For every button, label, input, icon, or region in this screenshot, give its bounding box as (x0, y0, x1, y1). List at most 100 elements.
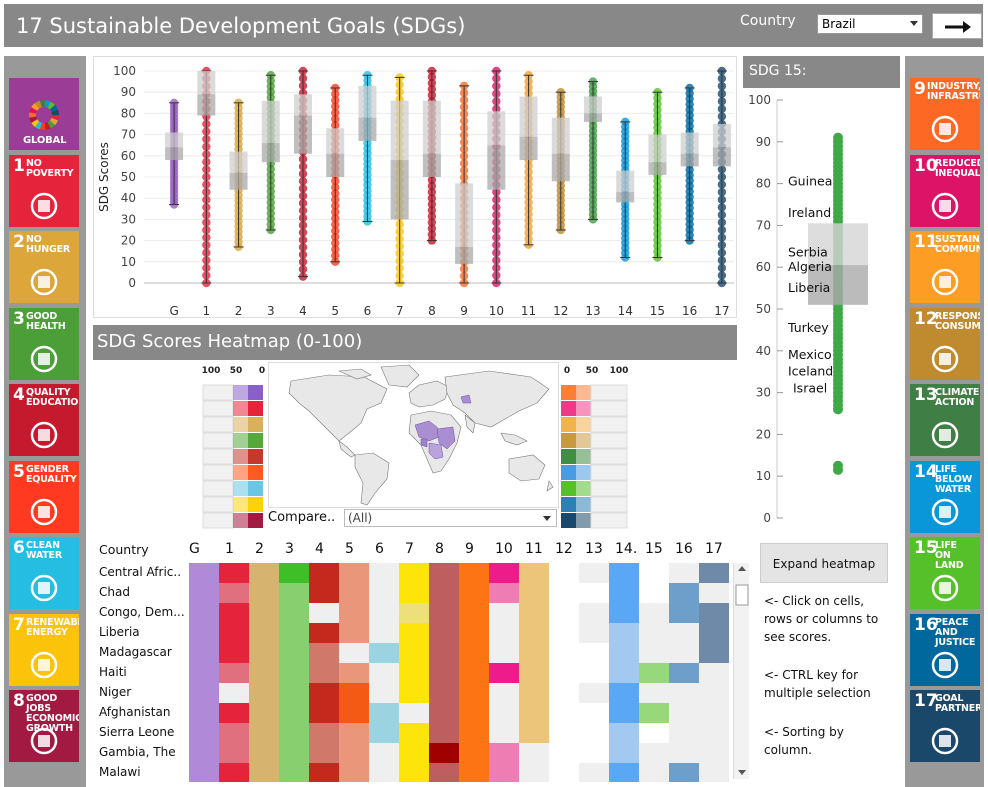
heatmap-cell[interactable] (489, 743, 519, 763)
heatmap-cell[interactable] (279, 723, 309, 743)
heatmap-cell[interactable] (489, 703, 519, 723)
heatmap-cell[interactable] (459, 643, 489, 663)
heatmap-cell[interactable] (609, 623, 639, 643)
heatmap-cell[interactable] (639, 703, 669, 723)
heatmap-cell[interactable] (489, 723, 519, 743)
table-scrollbar[interactable] (733, 563, 749, 779)
boxplot-chart[interactable]: 0 10 20 30 40 50 60 70 80 90 100 SDG Scores G 1 2 3 4 5 6 7… (93, 56, 737, 318)
heatmap-cell[interactable] (339, 603, 369, 623)
heatmap-cell[interactable] (219, 563, 249, 583)
heatmap-cell[interactable] (249, 663, 279, 683)
column-header[interactable]: 14. (615, 541, 638, 557)
column-header[interactable]: 6 (375, 541, 384, 557)
heatmap-cell[interactable] (489, 563, 519, 583)
heatmap-cell[interactable] (189, 743, 219, 763)
heatmap-cell[interactable] (249, 743, 279, 763)
row-country-label[interactable]: Niger (99, 685, 132, 699)
heatmap-cell[interactable] (189, 583, 219, 603)
heatmap-cell[interactable] (219, 683, 249, 703)
heatmap-cell[interactable] (459, 603, 489, 623)
heatmap-cell[interactable] (399, 663, 429, 683)
heatmap-cell[interactable] (399, 703, 429, 723)
world-map[interactable] (268, 362, 559, 508)
heatmap-cell[interactable] (699, 743, 729, 763)
sdg-tile-8[interactable]: 8 GOOD JOBS ECONOMIC GROWTH (9, 690, 79, 762)
heatmap-cell[interactable] (459, 583, 489, 603)
heatmap-cell[interactable] (399, 643, 429, 663)
sdg-tile-1[interactable]: 1 NO POVERTY (9, 154, 79, 227)
heatmap-cell[interactable] (309, 663, 339, 683)
heatmap-cell[interactable] (309, 583, 339, 603)
heatmap-cell[interactable] (489, 603, 519, 623)
heatmap-cell[interactable] (279, 683, 309, 703)
heatmap-cell[interactable] (279, 703, 309, 723)
heatmap-cell[interactable] (339, 743, 369, 763)
heatmap-cell[interactable] (519, 663, 549, 683)
heatmap-cell[interactable] (579, 623, 609, 643)
heatmap-cell[interactable] (339, 703, 369, 723)
heatmap-cell[interactable] (369, 623, 399, 643)
column-header[interactable]: 7 (405, 541, 414, 557)
heatmap-cell[interactable] (369, 643, 399, 663)
heatmap-cell[interactable] (519, 603, 549, 623)
heatmap-cell[interactable] (249, 703, 279, 723)
sdg15-chart[interactable]: 0 10 20 30 40 50 60 70 80 90 100 Guinea Ireland Serbi… (743, 90, 900, 528)
heatmap-cell[interactable] (279, 623, 309, 643)
heatmap-cell[interactable] (579, 583, 609, 603)
heatmap-cell[interactable] (429, 723, 459, 743)
heatmap-cell[interactable] (669, 703, 699, 723)
row-country-label[interactable]: Afghanistan (99, 705, 171, 719)
column-header[interactable]: 5 (345, 541, 354, 557)
heatmap-cell[interactable] (219, 723, 249, 743)
column-header[interactable]: 8 (435, 541, 444, 557)
sdg-tile-14[interactable]: 14 LIFE BELOW WATER (910, 460, 980, 533)
heatmap-cell[interactable] (399, 743, 429, 763)
heatmap-cell[interactable] (399, 723, 429, 743)
heatmap-cell[interactable] (189, 723, 219, 743)
heatmap-cell[interactable] (519, 563, 549, 583)
heatmap-cell[interactable] (519, 743, 549, 763)
heatmap-cell[interactable] (549, 703, 579, 723)
heatmap-cell[interactable] (189, 623, 219, 643)
column-header[interactable]: 4 (315, 541, 324, 557)
heatmap-cell[interactable] (219, 743, 249, 763)
column-header[interactable]: 10 (495, 541, 513, 557)
heatmap-cell[interactable] (369, 603, 399, 623)
sdg-tile-4[interactable]: 4QUALITYEDUCATION (9, 384, 79, 456)
heatmap-cell[interactable] (519, 623, 549, 643)
heatmap-cell[interactable] (579, 763, 609, 782)
heatmap-cell[interactable] (609, 663, 639, 683)
heatmap-cell[interactable] (699, 603, 729, 623)
heatmap-cell[interactable] (459, 563, 489, 583)
heatmap-cell[interactable] (669, 743, 699, 763)
heatmap-cell[interactable] (219, 623, 249, 643)
country-dropdown[interactable]: Brazil (817, 14, 923, 34)
heatmap-cell[interactable] (339, 643, 369, 663)
heatmap-cell[interactable] (579, 743, 609, 763)
heatmap-cell[interactable] (669, 603, 699, 623)
heatmap-cell[interactable] (339, 583, 369, 603)
heatmap-cell[interactable] (579, 683, 609, 703)
heatmap-cell[interactable] (279, 743, 309, 763)
heatmap-cell[interactable] (549, 623, 579, 643)
column-header[interactable]: 17 (705, 541, 723, 557)
heatmap-cell[interactable] (459, 623, 489, 643)
heatmap-cell[interactable] (429, 603, 459, 623)
heatmap-cell[interactable] (189, 763, 219, 782)
heatmap-table[interactable]: Central Afric.. Chad Congo, Dem... Liberia M… (93, 563, 733, 782)
box-3[interactable] (261, 71, 280, 235)
heatmap-cell[interactable] (429, 743, 459, 763)
column-header[interactable]: 9 (465, 541, 474, 557)
column-header[interactable]: 11 (525, 541, 543, 557)
heatmap-cell[interactable] (189, 603, 219, 623)
heatmap-cell[interactable] (279, 603, 309, 623)
country-column-header[interactable]: Country (99, 542, 149, 557)
heatmap-cell[interactable] (519, 763, 549, 782)
sdg-tile-3[interactable]: 3 GOOD HEALTH (9, 307, 79, 380)
heatmap-cell[interactable] (399, 603, 429, 623)
heatmap-cell[interactable] (699, 703, 729, 723)
box-4[interactable] (294, 66, 312, 281)
heatmap-cell[interactable] (579, 703, 609, 723)
heatmap-cell[interactable] (339, 563, 369, 583)
box-8[interactable] (422, 66, 441, 245)
